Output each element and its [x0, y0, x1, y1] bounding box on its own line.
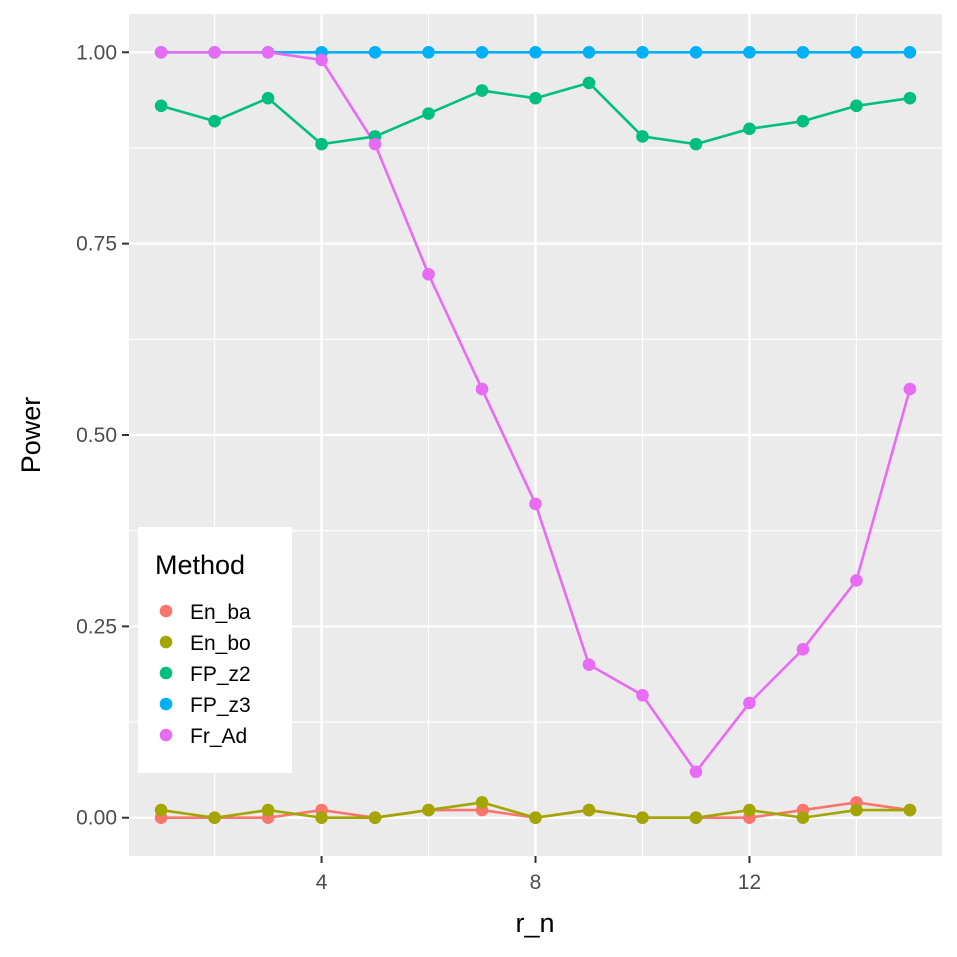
data-point-en-bo [582, 803, 596, 817]
x-tick-label: 8 [530, 871, 542, 894]
y-tick-label: 1.00 [76, 41, 117, 64]
data-point-fp-z3 [529, 45, 542, 59]
legend-label: En_bo [190, 632, 251, 655]
data-point-fp-z2 [315, 137, 328, 151]
data-point-fp-z2 [903, 91, 917, 105]
legend-label: FP_z3 [190, 694, 251, 717]
y-tick-label: 0.75 [76, 233, 117, 256]
data-point-fp-z3 [475, 45, 489, 59]
data-point-fp-z3 [743, 45, 756, 59]
data-point-fr-ad [475, 382, 489, 396]
legend-label: FP_z2 [190, 663, 251, 686]
data-point-en-bo [689, 811, 703, 825]
data-point-fp-z3 [582, 45, 596, 59]
data-point-fr-ad [529, 497, 542, 511]
data-point-fp-z2 [208, 114, 221, 128]
data-point-fp-z2 [636, 130, 649, 143]
data-point-fp-z3 [689, 45, 703, 59]
x-tick-label: 4 [316, 871, 328, 894]
data-point-fp-z3 [796, 45, 810, 59]
data-point-fp-z2 [689, 137, 703, 151]
data-point-en-bo [154, 803, 168, 817]
y-tick-label: 0.00 [76, 807, 117, 830]
y-tick-label: 0.25 [76, 615, 117, 638]
data-point-fr-ad [743, 696, 756, 710]
data-point-fp-z2 [475, 84, 489, 97]
data-point-fr-ad [208, 45, 221, 59]
data-point-en-bo [903, 803, 917, 817]
data-point-fr-ad [850, 574, 863, 587]
legend-key-fr-ad [159, 728, 173, 742]
legend-key-en-ba [159, 604, 173, 618]
legend-label: Fr_Ad [190, 725, 247, 748]
data-point-en-bo [529, 811, 542, 825]
legend-key-fp-z2 [159, 666, 173, 680]
legend-items: En_ba En_bo FP_z2 FP_z3 Fr_Ad [159, 601, 251, 748]
data-point-fr-ad [154, 45, 168, 59]
data-point-fr-ad [261, 45, 275, 59]
data-point-fr-ad [422, 267, 435, 281]
data-point-fp-z2 [529, 91, 542, 105]
data-point-fp-z3 [636, 45, 649, 59]
data-point-fp-z2 [154, 99, 168, 113]
legend: Method En_ba En_bo FP_z2 FP_z3 Fr_Ad [138, 527, 292, 773]
data-point-fp-z2 [582, 76, 596, 90]
x-tick-label: 12 [738, 871, 761, 894]
data-point-fp-z3 [368, 45, 382, 59]
data-point-fr-ad [636, 688, 649, 702]
data-point-fp-z2 [796, 114, 810, 128]
data-point-en-bo [315, 811, 328, 825]
data-point-fr-ad [796, 643, 810, 656]
data-point-en-bo [850, 803, 863, 817]
y-tick-label: 0.50 [76, 424, 117, 447]
legend-label: En_ba [190, 601, 251, 624]
data-point-fr-ad [903, 382, 917, 396]
data-point-en-bo [796, 811, 810, 825]
data-point-fr-ad [368, 137, 382, 151]
legend-key-en-bo [159, 635, 173, 649]
data-point-fp-z2 [422, 107, 435, 120]
data-point-fr-ad [689, 765, 703, 779]
axes: 0.00 0.25 0.50 0.75 1.00 4 8 12 [76, 41, 761, 894]
data-point-en-bo [261, 803, 275, 817]
data-point-fp-z3 [422, 45, 435, 59]
data-point-fp-z2 [261, 91, 275, 105]
data-point-en-bo [368, 811, 382, 825]
y-axis-title: Power [16, 397, 46, 474]
data-point-en-bo [636, 811, 649, 825]
data-point-fp-z3 [903, 45, 917, 59]
data-point-fr-ad [315, 53, 328, 67]
legend-key-fp-z3 [159, 697, 173, 711]
x-axis-title: r_n [515, 908, 554, 938]
series-layer [154, 45, 917, 825]
legend-title: Method [155, 550, 245, 580]
data-point-en-bo [422, 803, 435, 817]
data-point-fr-ad [582, 658, 596, 671]
data-point-fp-z2 [743, 122, 756, 136]
data-point-en-bo [208, 811, 221, 825]
data-point-fp-z3 [850, 45, 863, 59]
data-point-en-bo [475, 796, 489, 809]
data-point-fp-z2 [850, 99, 863, 113]
data-point-en-bo [743, 803, 756, 817]
